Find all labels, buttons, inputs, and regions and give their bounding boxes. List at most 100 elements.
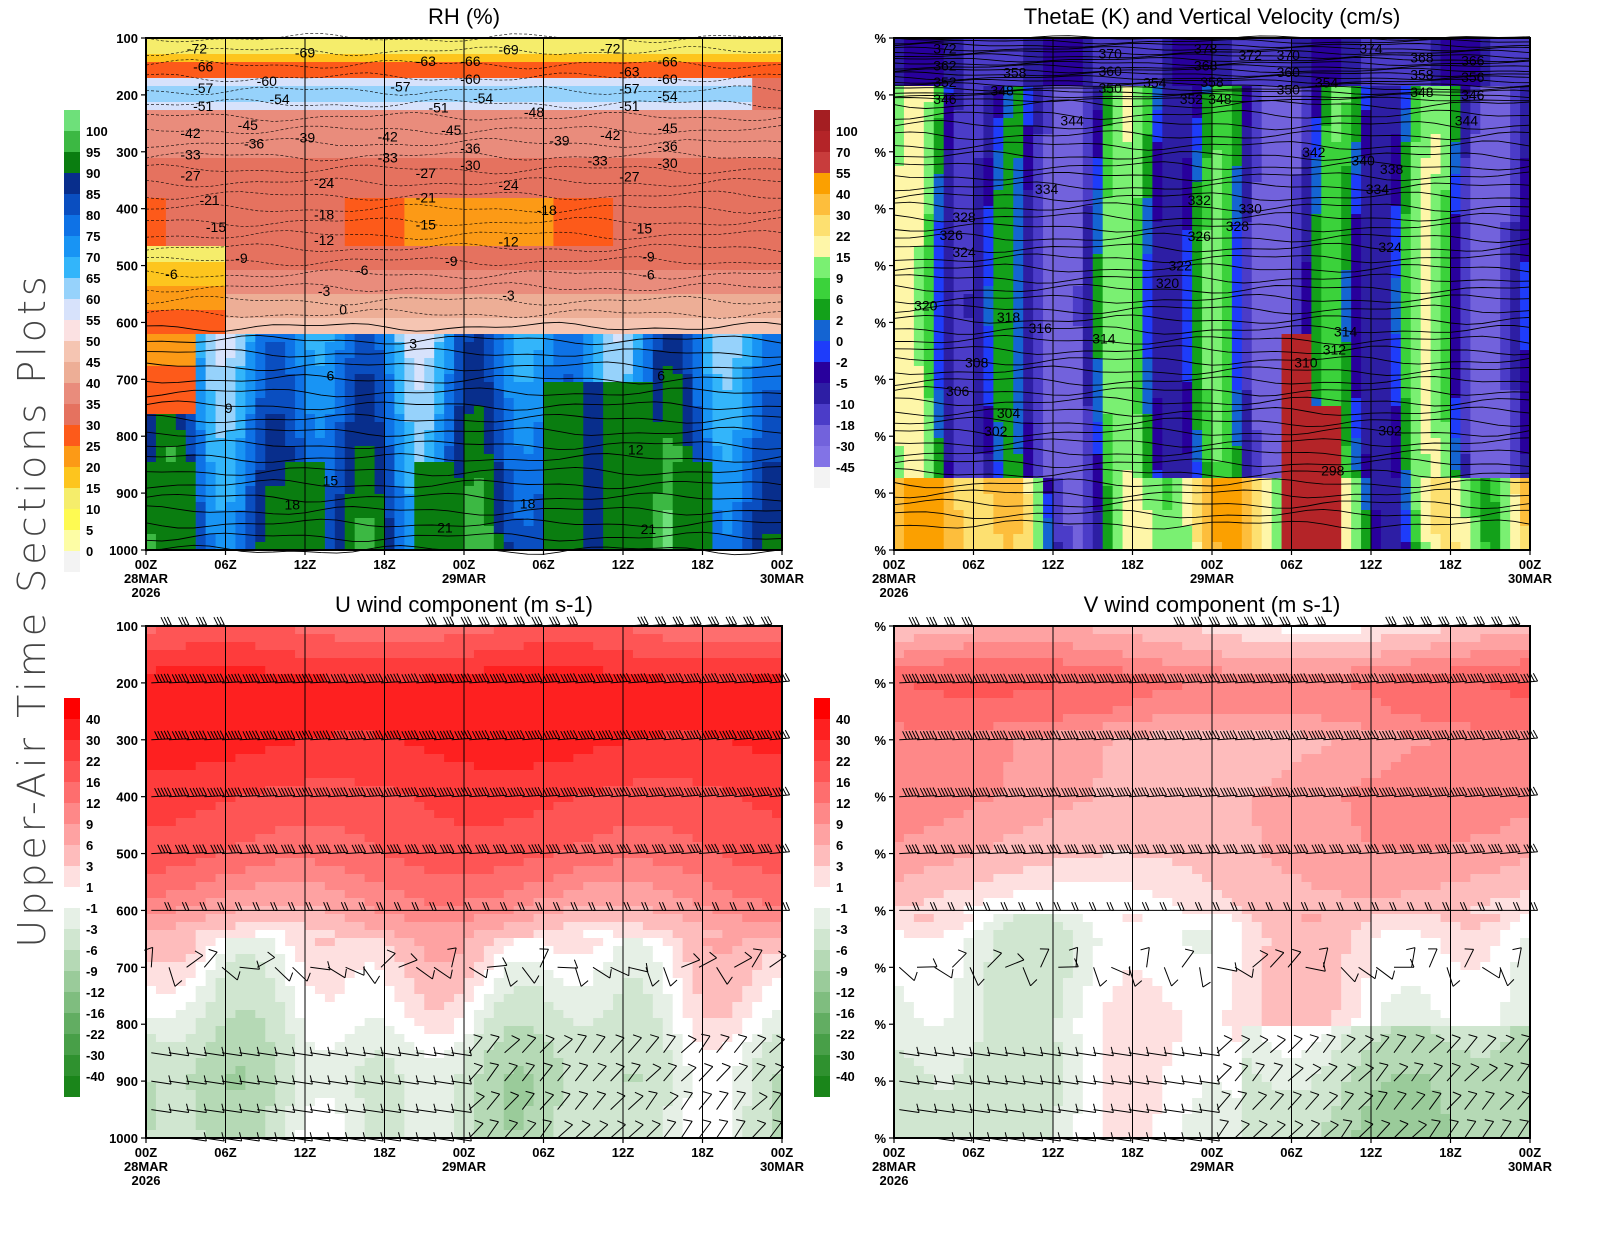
field-cell <box>473 762 535 771</box>
y-tick-label: % <box>874 543 886 558</box>
field-cell <box>1361 54 1432 63</box>
field-cell <box>1132 270 1144 279</box>
contour-label: 310 <box>1294 354 1318 370</box>
field-cell <box>894 222 925 231</box>
field-cell <box>983 438 994 447</box>
field-cell <box>613 954 654 963</box>
field-cell <box>324 510 336 519</box>
y-tick-label: % <box>874 145 886 160</box>
field-cell <box>205 954 217 963</box>
field-cell <box>1192 446 1203 455</box>
field-cell <box>573 754 783 763</box>
field-cell <box>1082 166 1094 175</box>
field-cell <box>1301 94 1312 103</box>
field-cell <box>255 390 266 399</box>
field-cell <box>1112 518 1124 527</box>
colorbar-label: 55 <box>86 313 100 328</box>
field-cell <box>1450 238 1462 247</box>
field-cell <box>533 1082 564 1091</box>
field-cell <box>993 414 1014 423</box>
field-cell <box>205 1050 276 1059</box>
field-cell <box>1142 310 1153 319</box>
field-cell <box>1361 286 1392 295</box>
field-cell <box>894 526 905 535</box>
field-cell <box>662 730 704 739</box>
field-cell <box>1420 134 1432 143</box>
field-cell <box>146 810 197 819</box>
field-cell <box>394 430 405 439</box>
field-cell <box>752 422 763 431</box>
wind-barb-flag <box>467 616 473 625</box>
field-cell <box>1410 542 1422 551</box>
field-cell <box>235 922 306 931</box>
field-cell <box>285 978 306 987</box>
field-cell <box>424 1002 445 1011</box>
field-cell <box>1510 430 1521 439</box>
field-cell <box>1460 422 1471 431</box>
field-cell <box>1361 142 1372 151</box>
field-cell <box>692 778 783 787</box>
field-cell <box>1112 174 1144 183</box>
field-cell <box>702 454 714 463</box>
field-cell <box>344 890 405 899</box>
field-cell <box>943 438 955 447</box>
field-cell <box>662 1106 684 1115</box>
contour-label: 370 <box>1277 47 1301 63</box>
field-cell <box>1361 246 1392 255</box>
wind-barb-flag <box>767 616 773 625</box>
field-cell <box>1420 502 1432 511</box>
field-cell <box>334 398 346 407</box>
field-cell <box>732 1010 753 1019</box>
field-cell <box>235 486 246 495</box>
colorbar-label: 2 <box>836 313 843 328</box>
field-cell <box>563 1058 674 1067</box>
field-cell <box>1231 78 1293 87</box>
field-cell <box>712 446 723 455</box>
field-cell <box>1510 470 1521 479</box>
field-cell <box>394 786 604 795</box>
field-cell <box>205 1002 286 1011</box>
wind-barb-flag <box>428 616 434 626</box>
field-cell <box>1361 366 1392 375</box>
field-cell <box>1440 150 1452 159</box>
field-cell <box>245 366 256 375</box>
field-cell <box>205 914 346 923</box>
field-cell <box>933 94 945 103</box>
field-cell <box>1470 422 1511 431</box>
field-cell <box>993 286 1014 295</box>
field-cell <box>1420 270 1432 279</box>
field-cell <box>573 1018 594 1027</box>
field-cell <box>682 414 694 423</box>
field-cell <box>1520 206 1531 215</box>
field-cell <box>394 478 405 487</box>
wind-barb-flag <box>749 616 755 625</box>
field-cell <box>963 510 994 519</box>
wind-barb-flag <box>251 673 257 683</box>
field-cell <box>454 818 505 827</box>
field-cell <box>1351 454 1362 463</box>
field-cell <box>923 270 935 279</box>
field-cell <box>1132 214 1144 223</box>
field-cell <box>752 102 783 111</box>
field-cell <box>1033 302 1044 311</box>
field-cell <box>1390 222 1402 231</box>
field-cell <box>993 182 1004 191</box>
field-cell <box>265 342 286 351</box>
contour-label: -15 <box>632 221 652 237</box>
x-tick-label: 18Z <box>373 557 395 572</box>
field-cell <box>1221 246 1233 255</box>
field-cell <box>1410 190 1422 199</box>
field-cell <box>394 526 405 535</box>
field-cell <box>543 518 584 527</box>
x-tick-label: 12Z <box>1042 557 1064 572</box>
field-cell <box>1241 198 1253 207</box>
field-cell <box>195 810 435 819</box>
field-cell <box>1043 174 1084 183</box>
field-cell <box>464 462 495 471</box>
field-cell <box>913 310 925 319</box>
wind-barb-flag <box>227 673 233 683</box>
field-cell <box>394 382 405 391</box>
field-cell <box>652 350 684 359</box>
field-cell <box>503 494 515 503</box>
field-cell <box>1351 310 1362 319</box>
